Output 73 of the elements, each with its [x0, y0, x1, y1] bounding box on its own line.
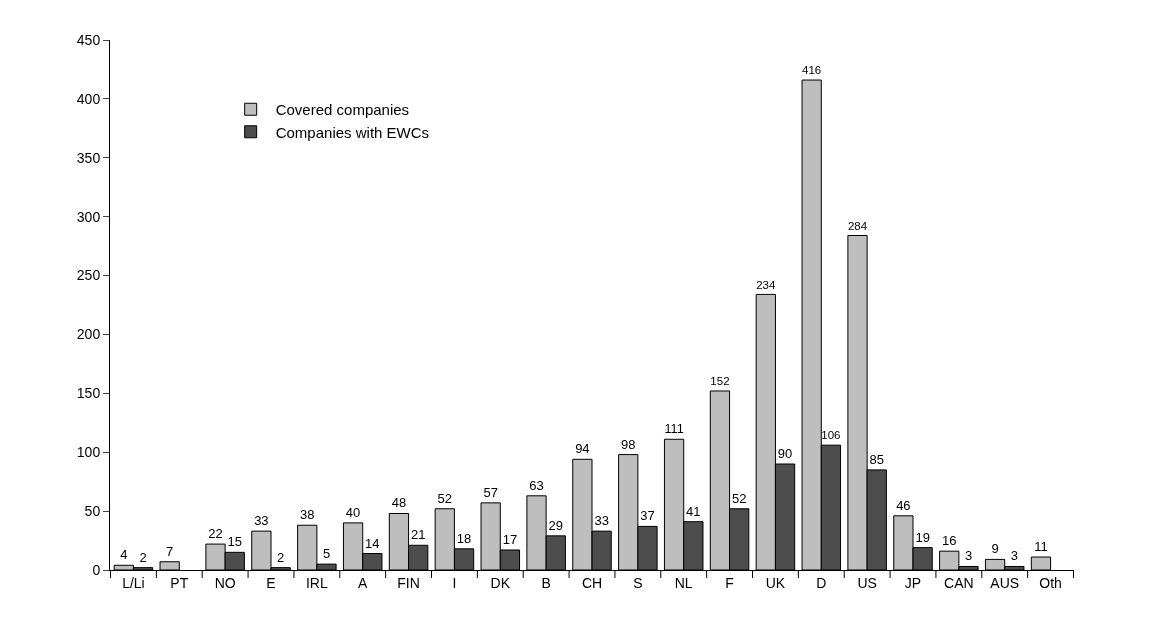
data-label: 38: [300, 507, 315, 523]
y-tick-label: 400: [76, 90, 101, 107]
data-label: 9: [991, 541, 999, 557]
y-tick-label: 50: [84, 503, 101, 520]
x-tick-label: B: [541, 574, 551, 591]
data-label: 14: [365, 535, 380, 551]
data-label: 90: [777, 446, 793, 461]
data-label: 22: [208, 526, 223, 542]
x-tick-label: A: [358, 574, 369, 591]
data-label: 48: [391, 495, 407, 511]
x-tick-label: IRL: [305, 574, 328, 591]
data-label: 29: [548, 517, 563, 533]
data-label: 46: [896, 497, 911, 513]
x-tick-label: PT: [170, 574, 189, 591]
data-label: 52: [731, 490, 747, 506]
x-tick-label: NO: [214, 574, 236, 591]
data-label: 19: [915, 529, 930, 545]
data-label: 41: [686, 503, 701, 519]
x-tick-label: CAN: [944, 574, 974, 591]
x-tick-label: D: [816, 574, 827, 591]
x-tick-label: UK: [765, 574, 786, 591]
x-tick-label: NL: [674, 574, 693, 591]
x-tick-label: S: [633, 574, 643, 591]
x-tick-label: US: [857, 574, 877, 591]
data-label: 57: [483, 484, 498, 500]
data-label: 11: [1034, 539, 1048, 555]
y-tick-label: 200: [76, 326, 101, 343]
x-tick-label: E: [266, 574, 276, 591]
x-tick-label: AUS: [990, 574, 1020, 591]
data-label: 7: [166, 543, 174, 559]
data-label: 5: [322, 546, 331, 562]
data-label: 98: [621, 436, 636, 452]
y-tick-label: 300: [76, 208, 101, 225]
legend-label: Companies with EWCs: [275, 123, 430, 141]
y-tick-label: 250: [76, 267, 101, 284]
y-tick-label: 350: [76, 149, 101, 166]
data-label: 85: [869, 451, 884, 467]
data-label: 111: [664, 422, 684, 437]
data-label: 18: [456, 530, 472, 546]
legend-label: Covered companies: [275, 101, 410, 119]
data-label: 234: [756, 278, 776, 291]
x-tick-label: I: [452, 574, 457, 591]
data-label: 17: [502, 531, 518, 547]
data-label: 40: [345, 504, 361, 520]
data-label: 4: [120, 547, 128, 563]
data-label: 21: [410, 527, 426, 543]
x-tick-label: F: [725, 574, 734, 591]
data-label: 3: [964, 548, 973, 564]
data-label: 284: [847, 219, 868, 232]
data-label: 152: [710, 375, 730, 388]
data-label: 37: [640, 508, 655, 524]
y-tick-label: 0: [92, 561, 101, 578]
data-label: 2: [277, 549, 285, 565]
data-label: 33: [254, 513, 269, 529]
data-label: 52: [437, 490, 453, 506]
x-tick-label: JP: [904, 574, 922, 591]
data-label: 416: [802, 64, 822, 77]
x-tick-label: DK: [490, 574, 511, 591]
y-tick-label: 450: [76, 31, 101, 48]
data-label: 33: [594, 513, 609, 529]
x-tick-label: Oth: [1039, 574, 1062, 591]
data-label: 3: [1010, 548, 1018, 564]
x-tick-label: FIN: [397, 574, 420, 591]
data-label: 2: [139, 549, 147, 565]
data-label: 15: [227, 534, 242, 550]
y-tick-label: 100: [76, 444, 101, 461]
data-label: 94: [575, 441, 590, 457]
x-tick-label: CH: [581, 574, 603, 591]
y-tick-label: 150: [76, 385, 101, 402]
data-label: 16: [942, 533, 957, 549]
x-tick-label: L/Li: [122, 574, 145, 591]
data-label: 106: [821, 429, 841, 442]
data-label: 63: [529, 477, 544, 493]
